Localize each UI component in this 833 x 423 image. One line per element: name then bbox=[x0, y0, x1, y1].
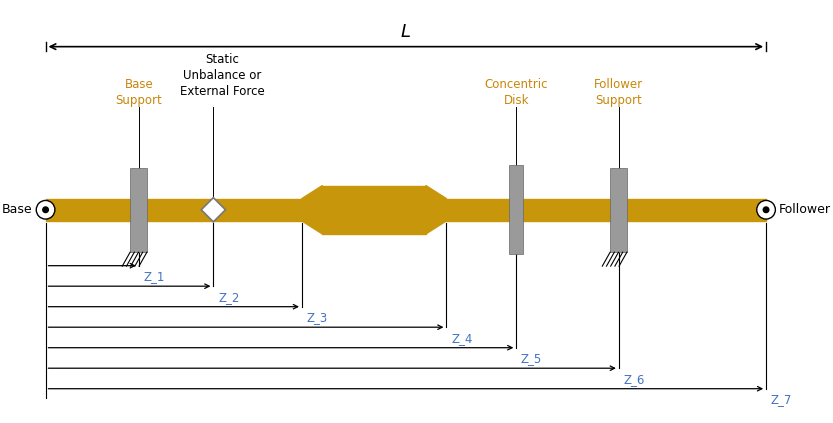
Text: Follower: Follower bbox=[779, 203, 831, 216]
Text: Z_6: Z_6 bbox=[623, 373, 645, 386]
Bar bbox=[322, 186, 426, 234]
Bar bbox=[46, 198, 766, 221]
Text: Z_5: Z_5 bbox=[521, 352, 542, 365]
Text: Follower
Support: Follower Support bbox=[594, 78, 643, 107]
Text: Z_2: Z_2 bbox=[218, 291, 239, 304]
Circle shape bbox=[756, 201, 776, 219]
Text: Base
Support: Base Support bbox=[116, 78, 162, 107]
Bar bbox=[611, 168, 627, 252]
Polygon shape bbox=[426, 186, 446, 234]
Text: Base: Base bbox=[2, 203, 32, 216]
Text: Z_4: Z_4 bbox=[451, 332, 472, 345]
Bar bbox=[131, 168, 147, 252]
Text: Z_7: Z_7 bbox=[771, 393, 792, 407]
Polygon shape bbox=[302, 186, 322, 234]
Circle shape bbox=[763, 207, 769, 213]
Polygon shape bbox=[202, 198, 226, 222]
Circle shape bbox=[42, 207, 48, 213]
Circle shape bbox=[37, 201, 55, 219]
Text: $L$: $L$ bbox=[401, 23, 412, 41]
Text: Z_1: Z_1 bbox=[143, 270, 165, 283]
Text: Z_3: Z_3 bbox=[307, 311, 328, 324]
Bar bbox=[509, 165, 523, 254]
Text: Concentric
Disk: Concentric Disk bbox=[485, 78, 548, 107]
Text: Static
Unbalance or
External Force: Static Unbalance or External Force bbox=[180, 53, 265, 98]
